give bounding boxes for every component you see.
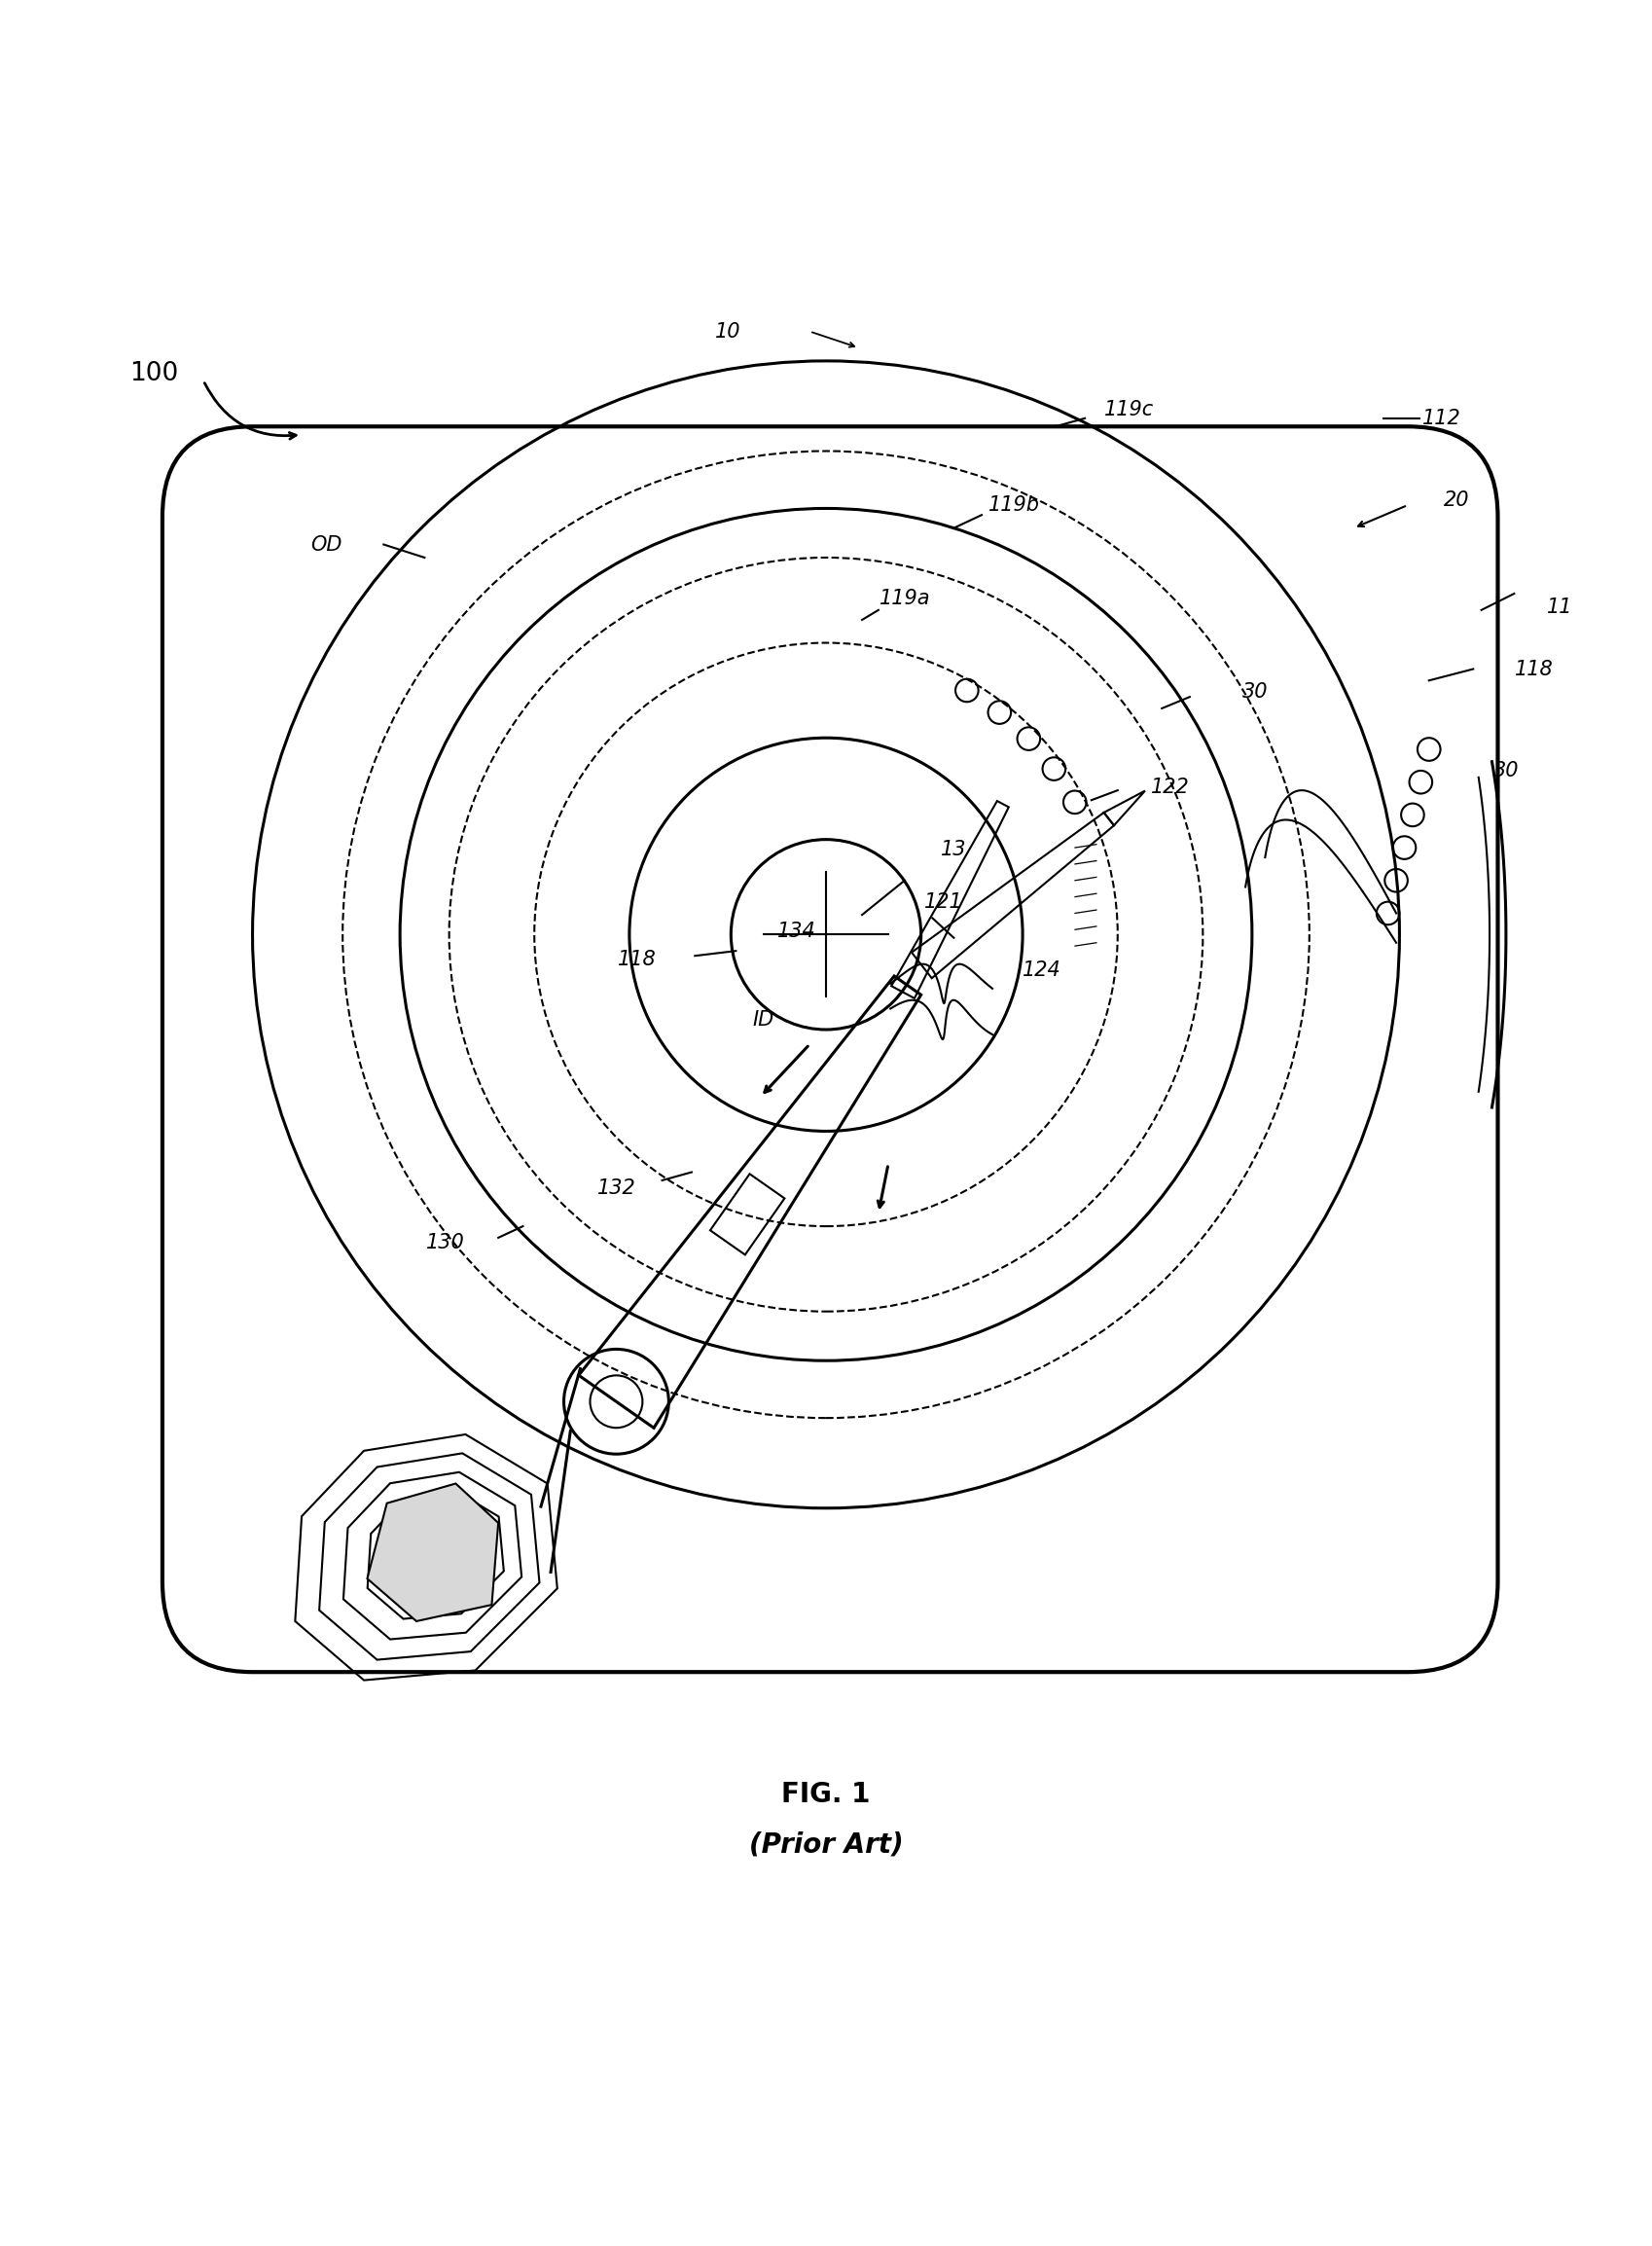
Text: 100: 100 (131, 362, 178, 386)
Text: 119b: 119b (988, 496, 1041, 514)
Text: 30: 30 (1493, 761, 1518, 779)
Text: 124: 124 (1023, 961, 1062, 979)
Text: 30: 30 (1242, 683, 1269, 701)
Text: 118: 118 (618, 950, 657, 968)
Polygon shape (367, 1485, 499, 1622)
Text: FIG. 1: FIG. 1 (781, 1781, 871, 1808)
Text: OD: OD (311, 535, 342, 555)
Text: 119c: 119c (1104, 400, 1155, 420)
Text: 13: 13 (942, 840, 966, 858)
Text: 11: 11 (1548, 597, 1573, 615)
Text: 20: 20 (1444, 490, 1470, 510)
Text: (Prior Art): (Prior Art) (748, 1830, 904, 1857)
Text: 10: 10 (715, 321, 740, 341)
Text: 121: 121 (925, 892, 963, 912)
Text: 130: 130 (426, 1233, 466, 1253)
Text: ID: ID (753, 1011, 775, 1029)
Text: 134: 134 (776, 921, 816, 941)
Text: 112: 112 (1422, 409, 1462, 429)
Text: 119a: 119a (879, 588, 930, 609)
Text: 118: 118 (1515, 660, 1553, 678)
Text: 132: 132 (596, 1179, 636, 1199)
Text: 122: 122 (1151, 777, 1189, 797)
FancyBboxPatch shape (162, 427, 1498, 1671)
